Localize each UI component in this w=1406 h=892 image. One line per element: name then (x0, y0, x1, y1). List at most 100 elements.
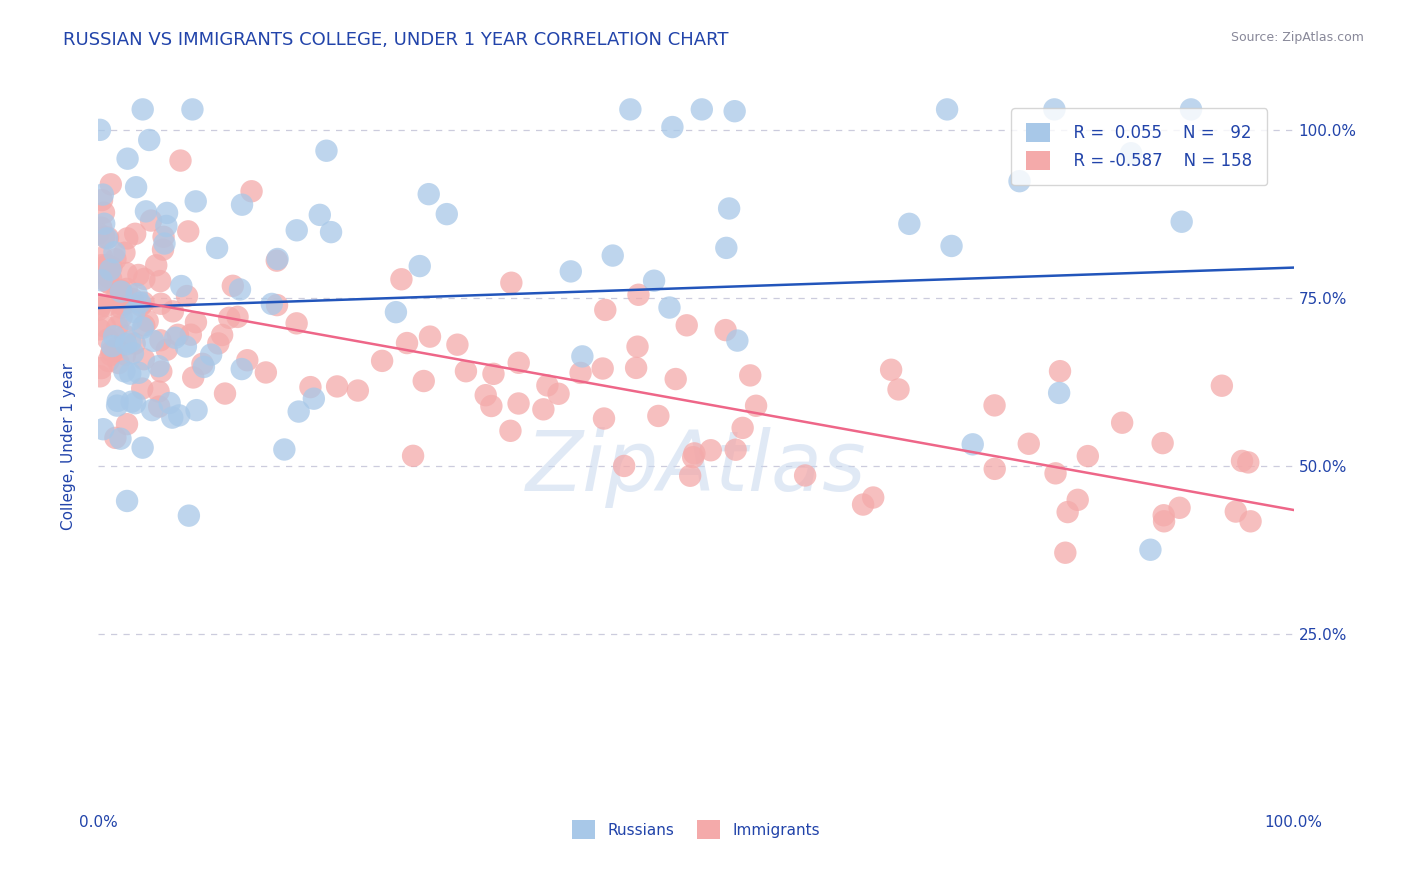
Point (308, 208, 330, 222)
Point (593, 411, 616, 425)
Point (683, 446, 706, 460)
Point (162, 304, 184, 318)
Point (852, 498, 875, 512)
Point (725, 334, 748, 348)
Point (139, 213, 162, 227)
Point (167, 409, 190, 423)
Point (114, 364, 136, 378)
Point (254, 366, 277, 380)
Point (97, 354, 120, 368)
Point (302, 392, 325, 406)
Point (191, 357, 214, 371)
Point (111, 310, 134, 324)
Point (1170, 215, 1192, 229)
Point (658, 301, 681, 315)
Point (124, 227, 146, 241)
Point (91, 262, 114, 277)
Point (98, 262, 121, 277)
Point (115, 337, 138, 351)
Point (141, 403, 163, 417)
Point (266, 298, 288, 312)
Text: RUSSIAN VS IMMIGRANTS COLLEGE, UNDER 1 YEAR CORRELATION CHART: RUSSIAN VS IMMIGRANTS COLLEGE, UNDER 1 Y… (63, 31, 728, 49)
Point (508, 396, 530, 410)
Point (887, 383, 910, 397)
Point (285, 316, 308, 330)
Point (96, 298, 118, 312)
Point (501, 276, 523, 290)
Point (181, 370, 204, 384)
Point (103, 245, 125, 260)
Point (193, 359, 215, 374)
Y-axis label: College, Under 1 year: College, Under 1 year (60, 362, 76, 530)
Point (1230, 454, 1253, 468)
Point (1008, 174, 1031, 188)
Point (983, 462, 1005, 476)
Point (120, 313, 142, 327)
Point (97, 262, 120, 277)
Point (167, 327, 190, 342)
Point (661, 120, 683, 134)
Point (155, 219, 177, 233)
Point (174, 339, 197, 353)
Point (231, 362, 253, 376)
Point (1225, 504, 1247, 518)
Point (138, 133, 160, 147)
Point (152, 243, 174, 257)
Point (177, 508, 200, 523)
Point (619, 103, 641, 117)
Point (226, 310, 249, 324)
Point (124, 396, 146, 410)
Point (105, 341, 128, 355)
Point (508, 356, 530, 370)
Point (114, 328, 136, 343)
Point (1018, 436, 1040, 450)
Point (93, 230, 115, 244)
Point (479, 399, 502, 413)
Point (104, 252, 127, 267)
Point (100, 260, 122, 274)
Point (716, 241, 738, 255)
Point (125, 287, 148, 301)
Point (91, 193, 114, 207)
Point (132, 320, 155, 334)
Point (1049, 364, 1071, 378)
Point (110, 301, 132, 315)
Point (131, 441, 153, 455)
Point (96, 269, 118, 284)
Point (111, 298, 134, 312)
Text: ZipAtlas: ZipAtlas (526, 427, 866, 508)
Point (114, 245, 136, 260)
Point (211, 328, 233, 343)
Point (148, 359, 170, 373)
Point (104, 431, 127, 445)
Point (714, 323, 737, 337)
Point (105, 399, 128, 413)
Point (1153, 514, 1175, 528)
Point (159, 396, 181, 410)
Point (96, 258, 118, 272)
Point (880, 363, 903, 377)
Point (482, 367, 505, 381)
Point (110, 285, 132, 299)
Point (1043, 103, 1066, 117)
Text: Source: ZipAtlas.com: Source: ZipAtlas.com (1230, 31, 1364, 45)
Point (149, 274, 172, 288)
Point (176, 289, 198, 303)
Point (983, 398, 1005, 412)
Point (89, 123, 111, 137)
Point (1047, 386, 1070, 401)
Point (731, 421, 754, 435)
Point (148, 400, 170, 414)
Point (150, 297, 173, 311)
Point (571, 350, 593, 364)
Point (96, 275, 118, 289)
Point (90, 220, 112, 235)
Point (107, 393, 129, 408)
Point (134, 318, 156, 333)
Point (287, 404, 309, 418)
Point (93, 217, 115, 231)
Point (205, 241, 228, 255)
Point (101, 344, 124, 359)
Point (110, 432, 132, 446)
Point (120, 367, 142, 381)
